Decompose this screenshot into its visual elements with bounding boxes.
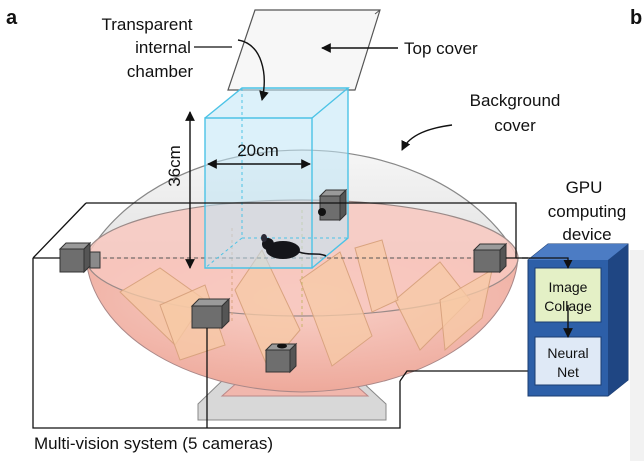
reflective-panels [119, 239, 493, 369]
chamber-leader [237, 39, 269, 101]
chamber-label-3: chamber [127, 62, 193, 81]
transparent-chamber [204, 87, 350, 269]
top-cover-panel [227, 9, 381, 91]
gpu-device-icon [527, 243, 629, 397]
panel-label-a: a [6, 7, 18, 29]
gpu-label-1: GPU [566, 178, 603, 197]
camera-icon [58, 241, 101, 274]
panel-label-b: b [630, 7, 642, 29]
neural-net-label-1: Neural [547, 345, 588, 361]
camera-icon [190, 297, 231, 330]
background-cover-label-2: cover [494, 116, 536, 135]
camera-icon [472, 242, 508, 274]
width-dim-label: 20cm [237, 141, 279, 160]
chamber-label-2: internal [135, 38, 191, 57]
camera-icon [318, 188, 348, 222]
background-leader [401, 124, 453, 151]
camera-wiring [32, 202, 528, 429]
neural-net-label-2: Net [557, 364, 579, 380]
height-dim-label: 36cm [165, 145, 184, 187]
camera-icon [264, 342, 298, 374]
image-collage-label-2: Collage [544, 298, 592, 314]
mouse-icon [261, 234, 327, 259]
image-collage-label-1: Image [549, 279, 588, 295]
multi-vision-label: Multi-vision system (5 cameras) [34, 434, 273, 453]
background-cover-label-1: Background [470, 91, 561, 110]
chamber-label-1: Transparent [101, 15, 192, 34]
gpu-label-2: computing [548, 202, 626, 221]
top-cover-label: Top cover [404, 39, 478, 58]
gpu-label-3: device [562, 225, 611, 244]
